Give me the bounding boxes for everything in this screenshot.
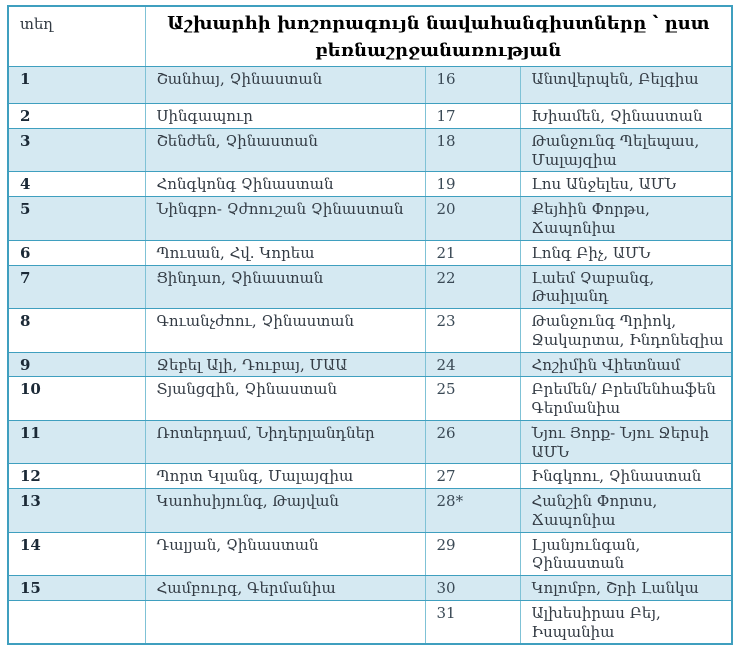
rank-right-cell: 27 <box>424 463 521 489</box>
rank-left-cell: 12 <box>7 463 146 489</box>
port-left-cell: Հոնգկոնգ Չինաստան <box>144 171 426 198</box>
port-right-cell: Լոս Անջելես, ԱՄՆ <box>519 171 733 198</box>
rank-left-cell: 7 <box>7 264 146 309</box>
table-row: 1 Շանհայ, Չինաստան 16 Անտվերպեն, Բելգիա <box>7 66 733 104</box>
rank-right-cell: 23 <box>424 308 521 353</box>
table-row: 9 Ջեբել Ալի, Դուբայ, ՄԱԱ 24 Հոշիմին Վիետնամ <box>7 351 733 378</box>
table-row: 8 Գուանչժոու, Չինաստան 23 Թանջունգ Պրիոկ, Ջ… <box>7 308 733 353</box>
table-row: 7 Ցինդաո, Չինաստան 22 Լաեմ Չաբանգ, Թաիլանդ <box>7 264 733 309</box>
rank-left-cell: 8 <box>7 308 146 353</box>
table-row: 4 Հոնգկոնգ Չինաստան 19 Լոս Անջելես, ԱՄՆ <box>7 171 733 198</box>
port-left-cell: Տյանցզին, Չինաստան <box>144 376 426 421</box>
port-right-cell: Լոնգ Բիչ, ԱՄՆ <box>519 239 733 266</box>
port-right-cell: Նյու Յորք- Նյու Ջերսի ԱՄՆ <box>519 419 733 465</box>
port-left-cell: Սինգապուր <box>144 103 426 129</box>
rank-right-cell: 29 <box>424 531 521 576</box>
port-left-cell <box>144 599 426 645</box>
table-title: Աշխարհի խոշորագույն նավահանգիստները ՝ ըս… <box>144 5 733 67</box>
rank-left-cell: 4 <box>7 171 146 198</box>
rank-right-cell: 17 <box>424 103 521 129</box>
rank-left-cell: 9 <box>7 351 146 378</box>
port-left-cell: Ռոտերդամ, Նիդերլանդներ <box>144 419 426 465</box>
ports-ranking-table: տեղ Աշխարհի խոշորագույն նավահանգիստները … <box>7 5 734 645</box>
rank-right-cell: 22 <box>424 264 521 309</box>
port-left-cell: Ցինդաո, Չինաստան <box>144 264 426 309</box>
table-row: 15 Համբուրգ, Գերմանիա 30 Կոլոմբո, Շրի Լանկա <box>7 575 733 601</box>
rank-left-cell: 5 <box>7 196 146 241</box>
rank-left-cell: 3 <box>7 127 146 173</box>
rank-left-cell: 15 <box>7 575 146 601</box>
port-left-cell: Դալյան, Չինաստան <box>144 531 426 576</box>
port-right-cell: Անտվերպեն, Բելգիա <box>519 66 733 104</box>
rank-right-cell: 16 <box>424 66 521 104</box>
table-row: 3 Շենժեն, Չինաստան 18 Թանջունգ Պելեպաս, Մալ… <box>7 127 733 173</box>
port-right-cell: Լյանյունգան, Չինաստան <box>519 531 733 576</box>
table-row: 13 Կաոհսիյունգ, Թայվան 28* Հանշին Փորտս, Ճա… <box>7 488 733 533</box>
port-right-cell: Թանջունգ Պելեպաս, Մալայզիա <box>519 127 733 173</box>
rank-right-cell: 21 <box>424 239 521 266</box>
rank-right-cell: 30 <box>424 575 521 601</box>
port-left-cell: Կաոհսիյունգ, Թայվան <box>144 488 426 533</box>
rank-right-cell: 20 <box>424 196 521 241</box>
port-right-cell: Հանշին Փորտս, Ճապոնիա <box>519 488 733 533</box>
rank-right-cell: 25 <box>424 376 521 421</box>
rank-right-cell: 28* <box>424 488 521 533</box>
table-row: 12 Պորտ Կլանգ, Մալայզիա 27 Ինգկոու, Չինաստա… <box>7 463 733 489</box>
rank-left-cell: 6 <box>7 239 146 266</box>
port-left-cell: Ջեբել Ալի, Դուբայ, ՄԱԱ <box>144 351 426 378</box>
port-left-cell: Գուանչժոու, Չինաստան <box>144 308 426 353</box>
table-row: 5 Նինգբո- Չժոուշան Չինաստան 20 Քեյհին Փորթս… <box>7 196 733 241</box>
rank-left-cell: 2 <box>7 103 146 129</box>
port-right-cell: Խիամեն, Չինաստան <box>519 103 733 129</box>
rank-left-cell: 14 <box>7 531 146 576</box>
port-right-cell: Կոլոմբո, Շրի Լանկա <box>519 575 733 601</box>
port-right-cell: Քեյհին Փորթս, Ճապոնիա <box>519 196 733 241</box>
port-right-cell: Հոշիմին Վիետնամ <box>519 351 733 378</box>
rank-left-cell <box>7 599 146 645</box>
port-left-cell: Պորտ Կլանգ, Մալայզիա <box>144 463 426 489</box>
table-row: 14 Դալյան, Չինաստան 29 Լյանյունգան, Չինաստա… <box>7 531 733 576</box>
port-right-cell: Թանջունգ Պրիոկ, Ջակարտա, Ինդոնեզիա <box>519 308 733 353</box>
header-row: տեղ Աշխարհի խոշորագույն նավահանգիստները … <box>7 5 733 67</box>
rank-right-cell: 18 <box>424 127 521 173</box>
rank-left-cell: 13 <box>7 488 146 533</box>
table-row: 6 Պուսան, Հվ. Կորեա 21 Լոնգ Բիչ, ԱՄՆ <box>7 239 733 266</box>
table-row: 10 Տյանցզին, Չինաստան 25 Բրեմեն/ Բրեմենհաֆե… <box>7 376 733 421</box>
rank-right-cell: 31 <box>424 599 521 645</box>
rank-right-cell: 26 <box>424 419 521 465</box>
port-right-cell: Ինգկոու, Չինաստան <box>519 463 733 489</box>
port-left-cell: Պուսան, Հվ. Կորեա <box>144 239 426 266</box>
rank-right-cell: 19 <box>424 171 521 198</box>
port-left-cell: Նինգբո- Չժոուշան Չինաստան <box>144 196 426 241</box>
port-left-cell: Շենժեն, Չինաստան <box>144 127 426 173</box>
rank-left-cell: 10 <box>7 376 146 421</box>
port-left-cell: Համբուրգ, Գերմանիա <box>144 575 426 601</box>
table-row: 11 Ռոտերդամ, Նիդերլանդներ 26 Նյու Յորք- Նյո… <box>7 419 733 465</box>
port-right-cell: Ալխեսիրաս Բեյ, Իսպանիա <box>519 599 733 645</box>
table-row: 31 Ալխեսիրաս Բեյ, Իսպանիա <box>7 599 733 645</box>
table-row: 2 Սինգապուր 17 Խիամեն, Չինաստան <box>7 103 733 129</box>
rank-left-cell: 1 <box>7 66 146 104</box>
rank-column-header: տեղ <box>7 5 146 67</box>
rank-left-cell: 11 <box>7 419 146 465</box>
rank-right-cell: 24 <box>424 351 521 378</box>
port-right-cell: Լաեմ Չաբանգ, Թաիլանդ <box>519 264 733 309</box>
port-right-cell: Բրեմեն/ Բրեմենհաֆեն Գերմանիա <box>519 376 733 421</box>
table-body: տեղ Աշխարհի խոշորագույն նավահանգիստները … <box>7 5 733 645</box>
port-left-cell: Շանհայ, Չինաստան <box>144 66 426 104</box>
